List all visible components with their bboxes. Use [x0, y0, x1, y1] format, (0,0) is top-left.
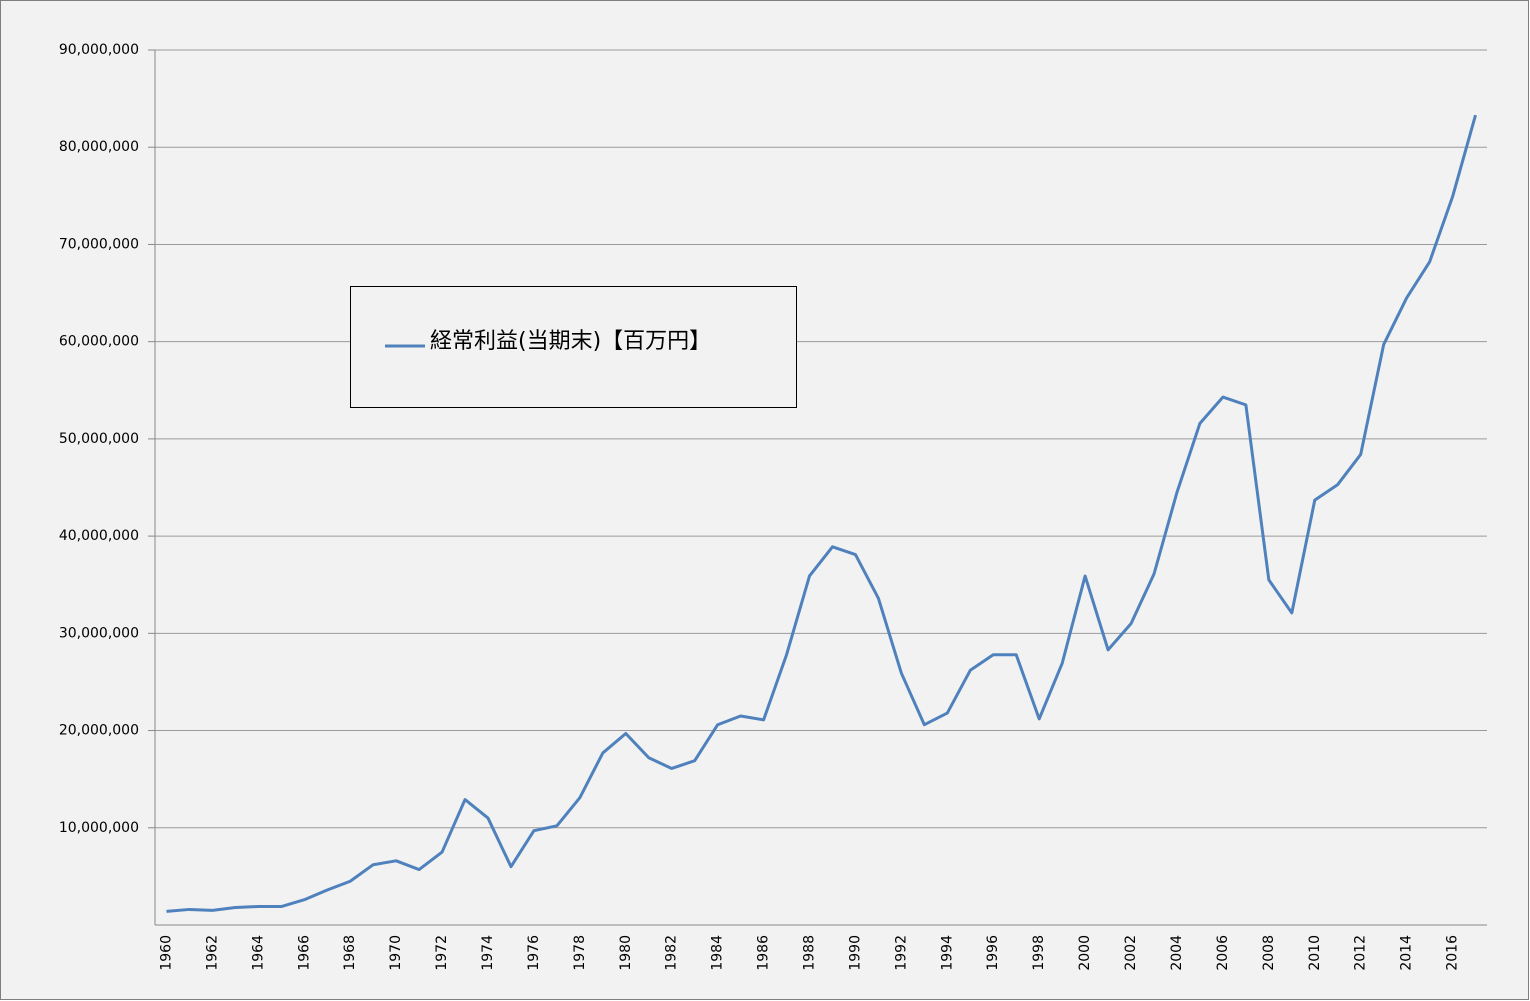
y-tick-label: 40,000,000 [59, 528, 139, 544]
x-tick-label: 1968 [342, 935, 358, 971]
x-tick-label: 2002 [1123, 935, 1139, 971]
x-tick-label: 1984 [710, 935, 726, 971]
x-tick-label: 1962 [204, 935, 220, 971]
x-tick-label: 1976 [526, 935, 542, 971]
x-tick-label: 1964 [250, 935, 266, 971]
y-tick-label: 80,000,000 [59, 139, 139, 155]
x-tick-label: 1994 [939, 935, 955, 971]
x-tick-label: 1988 [802, 935, 818, 971]
x-tick-label: 1990 [847, 935, 863, 971]
x-tick-label: 2006 [1215, 935, 1231, 971]
x-tick-label: 1986 [756, 935, 772, 971]
x-tick-label: 2012 [1353, 935, 1369, 971]
legend-label: 経常利益(当期末)【百万円】 [430, 329, 711, 354]
x-tick-label: 1998 [1031, 935, 1047, 971]
x-tick-label: 1966 [296, 935, 312, 971]
y-tick-label: 90,000,000 [59, 42, 139, 58]
x-tick-label: 1972 [434, 935, 450, 971]
x-tick-label: 2004 [1169, 935, 1185, 971]
y-tick-label: 20,000,000 [59, 723, 139, 739]
y-tick-label: 70,000,000 [59, 236, 139, 252]
x-tick-label: 1978 [572, 935, 588, 971]
x-tick-label: 2016 [1445, 935, 1461, 971]
x-tick-label: 1996 [985, 935, 1001, 971]
y-tick-label: 10,000,000 [59, 820, 139, 836]
x-tick-label: 1992 [893, 935, 909, 971]
data-line [166, 114, 1477, 913]
y-tick-label: 50,000,000 [59, 431, 139, 447]
y-tick-label: 60,000,000 [59, 334, 139, 350]
x-tick-label: 1960 [158, 935, 174, 971]
x-tick-label: 2014 [1399, 935, 1415, 971]
y-tick-label: 30,000,000 [59, 625, 139, 641]
x-tick-label: 1974 [480, 935, 496, 971]
x-tick-label: 1982 [664, 935, 680, 971]
x-tick-label: 1980 [618, 935, 634, 971]
x-tick-label: 1970 [388, 935, 404, 971]
x-tick-label: 2008 [1261, 935, 1277, 971]
x-tick-label: 2000 [1077, 935, 1093, 971]
x-tick-label: 2010 [1307, 935, 1323, 971]
